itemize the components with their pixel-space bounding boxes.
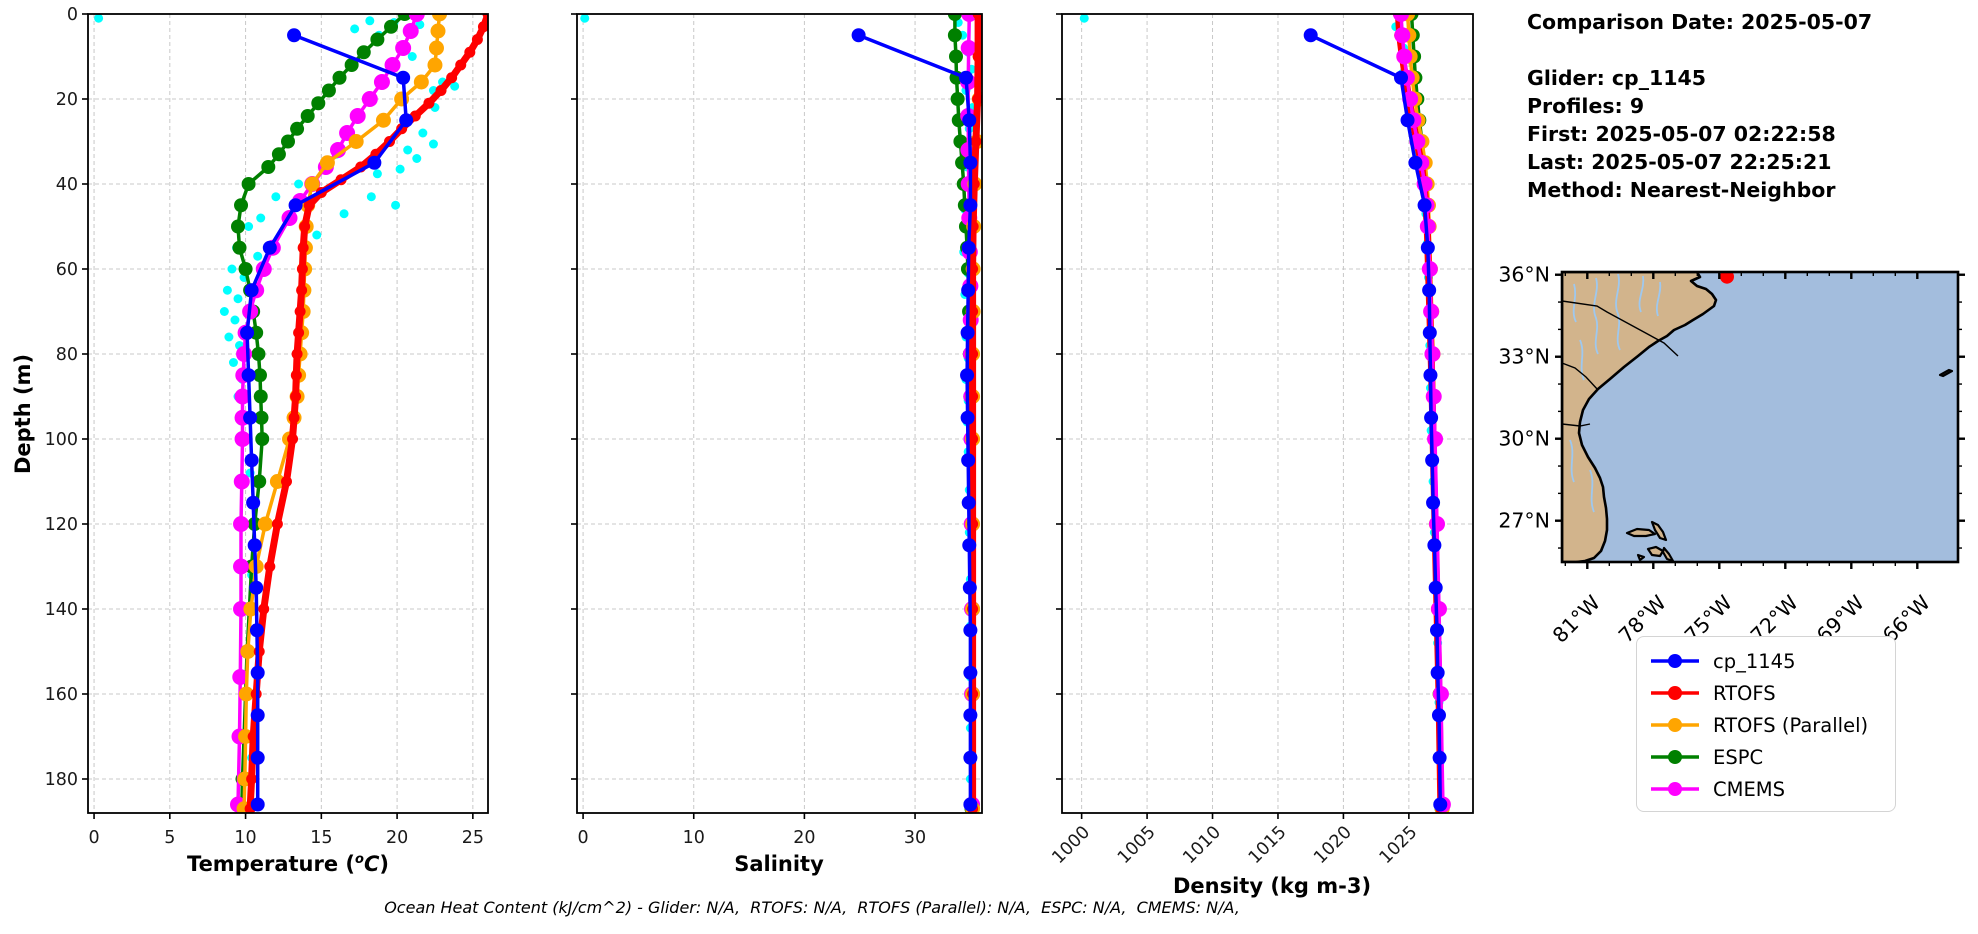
- profiles-count: Profiles: 9: [1527, 94, 1645, 118]
- svg-text:33°N: 33°N: [1498, 345, 1550, 369]
- svg-text:80: 80: [56, 345, 78, 365]
- method: Method: Nearest-Neighbor: [1527, 178, 1836, 202]
- svg-text:15: 15: [310, 828, 332, 848]
- glider-name: Glider: cp_1145: [1527, 66, 1707, 90]
- tick-labels: 0 5 10 15 20 25 0 20 40 60 80 100 120 140 160 180: [45, 5, 484, 848]
- tick-labels: 1000 1005 1010 1015 1020 1025: [1048, 822, 1421, 868]
- svg-text:81°W: 81°W: [1548, 591, 1605, 648]
- temperature-axis-label: Temperature (oC): [187, 852, 389, 876]
- map-islands-bahamas-bermuda: [1625, 368, 1954, 562]
- legend-label: CMEMS: [1713, 777, 1785, 801]
- location-map: 36°N33°N30°N27°N81°W 78°W 75°W 72°W 69°W 66°W: [1498, 263, 1965, 648]
- comparison-date: Comparison Date: 2025-05-07: [1527, 10, 1873, 34]
- temperature-panel: 0 5 10 15 20 25 0 20 40 60 80 100 120 140 160 180: [45, 5, 489, 848]
- legend-swatch-line-dot-icon: [1651, 750, 1699, 764]
- last-profile-time: Last: 2025-05-07 22:25:21: [1527, 150, 1832, 174]
- density-axis-label: Density (kg m-3): [1172, 874, 1372, 898]
- svg-text:5: 5: [164, 828, 175, 848]
- svg-text:25: 25: [462, 828, 484, 848]
- legend-swatch-line-dot-icon: [1651, 718, 1699, 732]
- series-cp-1145: [1303, 28, 1448, 812]
- map-frame: [1560, 270, 1960, 564]
- svg-text:120: 120: [45, 515, 78, 535]
- legend-swatch-line-dot-icon: [1651, 782, 1699, 796]
- svg-text:20: 20: [386, 828, 408, 848]
- svg-text:10: 10: [234, 828, 256, 848]
- svg-text:1015: 1015: [1245, 822, 1291, 868]
- salinity-panel: 0 10 20 30: [571, 13, 983, 848]
- plot-frame: [87, 13, 489, 814]
- legend-label: cp_1145: [1713, 649, 1796, 673]
- svg-text:1025: 1025: [1376, 822, 1422, 868]
- legend-item-espc: ESPC: [1647, 741, 1895, 773]
- info-spacer: [1527, 36, 1872, 64]
- svg-text:0: 0: [67, 5, 78, 25]
- svg-text:36°N: 36°N: [1498, 263, 1550, 287]
- legend: cp_1145 RTOFS RTOFS (Parallel) ESPC CMEM…: [1636, 636, 1896, 812]
- legend-swatch-line-dot-icon: [1651, 654, 1699, 668]
- plot-frame: [576, 13, 983, 814]
- tick-marks: [1056, 13, 1410, 819]
- svg-text:1010: 1010: [1179, 822, 1225, 868]
- legend-swatch-line-dot-icon: [1651, 686, 1699, 700]
- map-land-coastline: [1562, 272, 1718, 562]
- svg-text:0: 0: [578, 828, 589, 848]
- svg-text:27°N: 27°N: [1498, 509, 1550, 533]
- series-cp-1145: [851, 28, 978, 812]
- legend-item-cmems: CMEMS: [1647, 773, 1895, 805]
- svg-text:100: 100: [45, 430, 78, 450]
- svg-text:160: 160: [45, 685, 78, 705]
- tick-labels: 0 10 20 30: [578, 828, 927, 848]
- svg-text:1020: 1020: [1310, 822, 1356, 868]
- salinity-axis-label: Salinity: [734, 852, 824, 876]
- legend-label: RTOFS: [1713, 681, 1776, 705]
- svg-text:20: 20: [793, 828, 815, 848]
- svg-text:30°N: 30°N: [1498, 427, 1550, 451]
- svg-text:10: 10: [683, 828, 705, 848]
- legend-item-cp-1145: cp_1145: [1647, 645, 1895, 677]
- svg-text:40: 40: [56, 175, 78, 195]
- depth-axis-label: Depth (m): [11, 353, 35, 475]
- series-cp-1145: [240, 28, 414, 812]
- tick-marks: [82, 13, 474, 819]
- svg-text:140: 140: [45, 600, 78, 620]
- svg-text:0: 0: [88, 828, 99, 848]
- svg-text:1005: 1005: [1114, 822, 1160, 868]
- glider-location-marker: [1720, 272, 1734, 284]
- svg-text:180: 180: [45, 770, 78, 790]
- density-panel: 1000 1005 1010 1015 1020 1025: [1048, 13, 1474, 868]
- legend-label: ESPC: [1713, 745, 1764, 769]
- svg-text:20: 20: [56, 90, 78, 110]
- comparison-info-block: Comparison Date: 2025-05-07 Glider: cp_1…: [1527, 8, 1872, 204]
- first-profile-time: First: 2025-05-07 02:22:58: [1527, 122, 1836, 146]
- legend-label: RTOFS (Parallel): [1713, 713, 1869, 737]
- plot-frame: [1061, 13, 1474, 814]
- svg-text:60: 60: [56, 260, 78, 280]
- tick-marks: [571, 13, 916, 819]
- map-rivers: [1569, 273, 1662, 513]
- ocean-heat-content-footer: Ocean Heat Content (kJ/cm^2) - Glider: N…: [384, 898, 1240, 917]
- series-rtofs: [244, 14, 488, 813]
- map-state-borders: [1562, 300, 1679, 427]
- svg-text:1000: 1000: [1048, 822, 1094, 868]
- svg-text:30: 30: [904, 828, 926, 848]
- legend-item-rtofs-parallel: RTOFS (Parallel): [1647, 709, 1895, 741]
- legend-item-rtofs: RTOFS: [1647, 677, 1895, 709]
